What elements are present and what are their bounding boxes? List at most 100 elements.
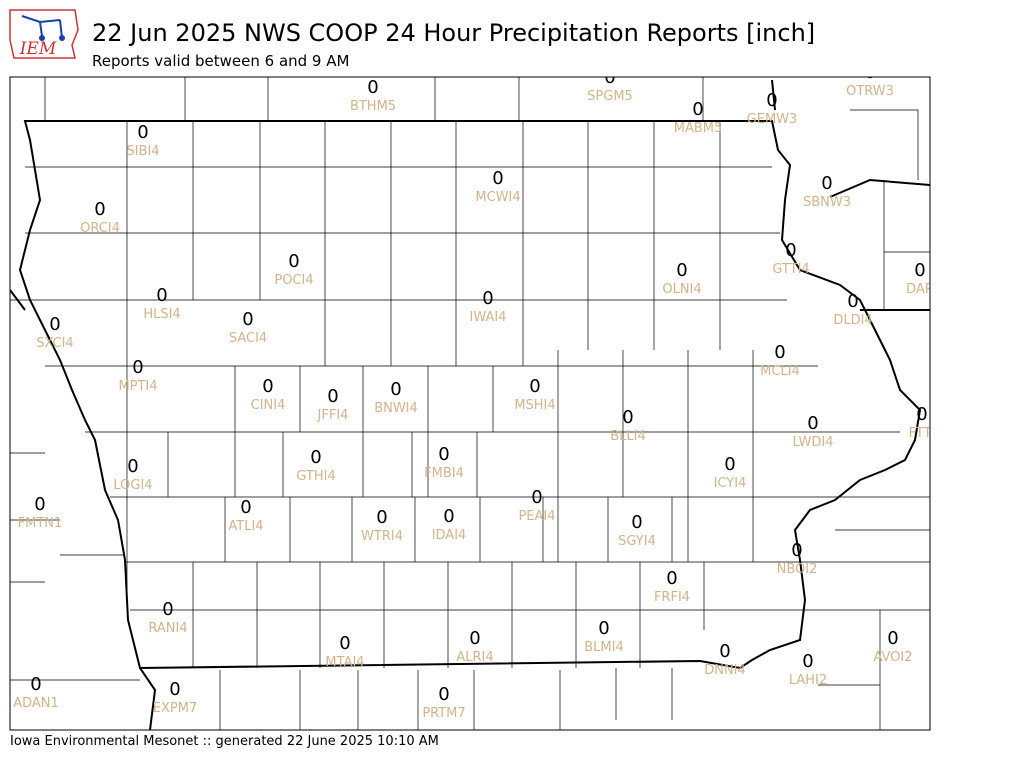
station-id: OLNI4	[662, 282, 701, 297]
station-value: 0	[847, 291, 858, 312]
station-id: JFFI4	[317, 408, 349, 423]
station-value: 0	[791, 540, 802, 561]
station-id: FRFI4	[654, 590, 690, 605]
station-value: 0	[49, 314, 60, 335]
station-value: 0	[242, 309, 253, 330]
station-id: DAR	[906, 282, 934, 297]
station-id: ADAN1	[13, 696, 59, 711]
station-value: 0	[169, 679, 180, 700]
station-id: SBNW3	[803, 195, 851, 210]
station-value: 0	[719, 641, 730, 662]
station-value: 0	[529, 376, 540, 397]
station-id: SPGM5	[587, 89, 633, 104]
station-id: IDAI4	[432, 528, 467, 543]
station-id: SIBI4	[126, 144, 159, 159]
station-id: DLDI4	[833, 313, 872, 328]
map-frame	[9, 76, 931, 731]
station-value: 0	[94, 199, 105, 220]
station-value: 0	[438, 444, 449, 465]
station-id: EXPM7	[153, 701, 197, 716]
station-value: 0	[676, 260, 687, 281]
map: 0 BTHM5 0 SPGM5 0 MABM5 0 GEMW3 0 OTRW3 0 SIBI4 0 MCW…	[10, 62, 936, 730]
station-id: MCWI4	[475, 190, 520, 205]
station-value: 0	[240, 497, 251, 518]
station-value: 0	[390, 379, 401, 400]
station-id: GTHI4	[296, 469, 335, 484]
station-id: FMTN1	[18, 516, 63, 531]
station-id: WTRI4	[361, 529, 403, 544]
station-value: 0	[887, 628, 898, 649]
station-value: 0	[438, 684, 449, 705]
station-value: 0	[162, 599, 173, 620]
subtitle: Reports valid between 6 and 9 AM	[92, 52, 349, 70]
station-value: 0	[598, 618, 609, 639]
station-value: 0	[622, 407, 633, 428]
station-value: 0	[376, 507, 387, 528]
station-id: MABM5	[674, 121, 723, 136]
station-value: 0	[327, 386, 338, 407]
station-id: PEAI4	[518, 509, 555, 524]
station-id: BLLI4	[610, 429, 646, 444]
station-value: 0	[807, 413, 818, 434]
station-value: 0	[802, 651, 813, 672]
station-value: 0	[339, 633, 350, 654]
station-value: 0	[766, 90, 777, 111]
station-value: 0	[127, 456, 138, 477]
station-id: DNNI4	[704, 663, 746, 678]
stations: 0 BTHM5 0 SPGM5 0 MABM5 0 GEMW3 0 OTRW3 0 SIBI4 0 MCW…	[13, 62, 936, 721]
svg-text:IEM: IEM	[19, 39, 57, 59]
station-id: GEMW3	[747, 112, 798, 127]
station-value: 0	[367, 77, 378, 98]
station-value: 0	[692, 99, 703, 120]
station-value: 0	[482, 288, 493, 309]
station-id: PRTM7	[422, 706, 465, 721]
footer: Iowa Environmental Mesonet :: generated …	[10, 734, 439, 749]
station-id: FTTI	[909, 426, 936, 441]
station-id: ICYI4	[714, 476, 747, 491]
station-value: 0	[821, 173, 832, 194]
station-id: BTHM5	[350, 99, 396, 114]
station-id: IWAI4	[470, 310, 507, 325]
station-id: MSHI4	[514, 398, 555, 413]
station-value: 0	[916, 404, 927, 425]
station-value: 0	[30, 674, 41, 695]
station-id: POCI4	[274, 273, 313, 288]
station-value: 0	[604, 67, 615, 88]
station-value: 0	[262, 376, 273, 397]
logo: IEM	[9, 9, 79, 59]
station-id: NBOI2	[777, 562, 818, 577]
station-value: 0	[156, 285, 167, 306]
station-id: LWDI4	[792, 435, 833, 450]
station-id: RANI4	[148, 621, 187, 636]
title: 22 Jun 2025 NWS COOP 24 Hour Precipitati…	[92, 19, 815, 47]
station-value: 0	[492, 168, 503, 189]
station-id: LAHI2	[789, 673, 827, 688]
station-value: 0	[137, 122, 148, 143]
station-id: SGYI4	[618, 534, 656, 549]
station-value: 0	[774, 342, 785, 363]
station-id: GTTI4	[772, 262, 809, 277]
station-id: OTRW3	[846, 84, 894, 99]
station-value: 0	[310, 447, 321, 468]
station-value: 0	[531, 487, 542, 508]
station-id: AVOI2	[873, 650, 912, 665]
station-value: 0	[443, 506, 454, 527]
station-value: 0	[288, 251, 299, 272]
station-value: 0	[34, 494, 45, 515]
station-id: MTAI4	[325, 655, 364, 670]
station-id: SACI4	[229, 331, 267, 346]
station-id: BLMI4	[584, 640, 623, 655]
station-id: MPTI4	[118, 379, 157, 394]
station-id: MCLI4	[760, 364, 800, 379]
station-value: 0	[864, 62, 875, 83]
station-id: ALRI4	[456, 650, 493, 665]
station-value: 0	[469, 628, 480, 649]
station-value: 0	[785, 240, 796, 261]
station-value: 0	[914, 260, 925, 281]
station-id: CINI4	[251, 398, 286, 413]
station-id: HLSI4	[143, 307, 180, 322]
station-value: 0	[132, 357, 143, 378]
station-id: LOGI4	[113, 478, 152, 493]
station-value: 0	[666, 568, 677, 589]
